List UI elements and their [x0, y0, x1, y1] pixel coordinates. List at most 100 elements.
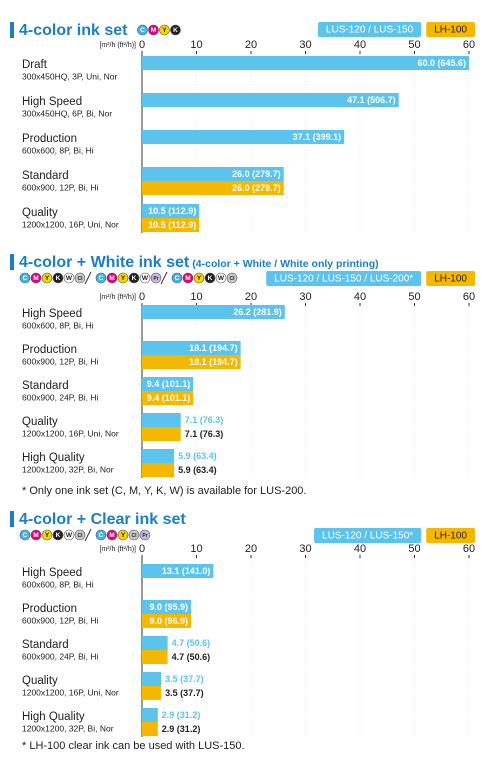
x-tick-label: 50 — [408, 39, 420, 51]
category-mode: 300x450HQ, 6P, Bi, Nor — [22, 108, 112, 118]
ink-icon — [74, 272, 86, 284]
bar — [142, 650, 168, 664]
ink-icon — [95, 272, 107, 284]
ink-icon — [41, 529, 53, 541]
value-label: 2.9 (31.2) — [162, 710, 201, 720]
legend-swatch — [317, 22, 422, 37]
legend-swatch — [426, 22, 475, 37]
ink-letter: C — [140, 27, 145, 34]
bar — [142, 167, 284, 181]
ink-icon — [95, 529, 107, 541]
ink-icon — [150, 272, 162, 284]
x-tick-label: 0 — [139, 543, 145, 555]
x-tick-label: 20 — [245, 39, 257, 51]
value-label: 5.9 (63.4) — [178, 451, 217, 461]
ink-icon — [63, 272, 75, 284]
ink-letter: C — [23, 275, 28, 282]
ink-icon — [128, 529, 140, 541]
ink-letter: Cl — [132, 533, 138, 539]
ink-separator — [84, 528, 92, 542]
value-label: 9.4 (101.1) — [147, 379, 191, 389]
bar — [142, 56, 469, 70]
category-mode: 1200x1200, 16P, Uni, Nor — [22, 687, 119, 697]
bar — [142, 355, 241, 369]
bar — [142, 722, 158, 736]
axis-label: [m²/h (ft²/h)] — [99, 294, 136, 301]
ink-icon — [139, 529, 151, 541]
value-label: 4.7 (50.6) — [172, 638, 211, 648]
ink-letter: Pr — [153, 276, 158, 282]
ink-letter: Y — [45, 275, 50, 282]
ink-letter: W — [66, 275, 73, 282]
title-marker — [10, 511, 14, 527]
ink-letter: W — [218, 275, 225, 282]
ink-letter: Cl — [78, 276, 84, 282]
category-mode: 600x600, 8P, Bi, Hi — [22, 145, 94, 155]
bar — [142, 218, 200, 232]
x-tick-label: 30 — [299, 39, 311, 51]
footnote: * LH-100 clear ink can be used with LUS-… — [22, 740, 245, 752]
ink-icon — [52, 529, 64, 541]
ink-icon — [63, 529, 75, 541]
value-label: 26.2 (281.9) — [233, 307, 282, 317]
value-label: 4.7 (50.6) — [172, 652, 211, 662]
ink-icon — [159, 24, 170, 36]
value-label: 3.5 (37.7) — [165, 688, 204, 698]
bar — [142, 341, 241, 355]
bar — [142, 413, 181, 427]
ink-letter: Pr — [142, 533, 147, 539]
ink-icon — [19, 529, 31, 541]
x-tick-label: 50 — [408, 291, 420, 303]
ink-icon — [139, 272, 151, 284]
ink-letter: K — [56, 275, 61, 282]
section-subtitle: (4-color + White / White only printing) — [192, 258, 378, 270]
bar — [142, 708, 158, 722]
ink-icon — [106, 529, 118, 541]
category-label: Quality — [22, 207, 58, 219]
ink-icon — [30, 272, 42, 284]
category-label: High Quality — [22, 711, 85, 723]
ink-letter: Y — [45, 532, 50, 539]
value-label: 3.5 (37.7) — [165, 674, 204, 684]
ink-letter: W — [142, 275, 149, 282]
category-label: Quality — [22, 416, 58, 428]
bar — [142, 427, 181, 441]
ink-icon — [148, 24, 159, 36]
category-label: Quality — [22, 675, 58, 687]
title-marker — [10, 22, 14, 38]
value-label: 37.1 (399.1) — [293, 132, 342, 142]
ink-icon — [204, 272, 216, 284]
ink-letter: M — [109, 532, 114, 539]
legend-label: LUS-120 / LUS-150* — [322, 531, 413, 542]
legend-swatch — [426, 271, 475, 286]
bar — [142, 377, 194, 391]
bar — [142, 130, 345, 144]
x-tick-label: 20 — [245, 291, 257, 303]
x-tick-label: 40 — [354, 291, 366, 303]
ink-letter: M — [33, 532, 38, 539]
value-label: 60.0 (645.6) — [417, 58, 466, 68]
ink-icon — [30, 529, 42, 541]
x-tick-label: 60 — [463, 291, 475, 303]
ink-icon — [171, 272, 183, 284]
ink-letter: K — [56, 532, 61, 539]
ink-icon — [215, 272, 227, 284]
ink-icon — [117, 529, 129, 541]
category-mode: 600x900, 24P, Bi, Hi — [22, 651, 99, 661]
ink-icon — [170, 24, 181, 36]
value-label: 13.1 (141.0) — [162, 566, 211, 576]
category-label: Standard — [22, 380, 69, 392]
value-label: 2.9 (31.2) — [162, 724, 201, 734]
category-mode: 1200x1200, 16P, Uni, Nor — [22, 428, 119, 438]
category-label: Draft — [22, 59, 48, 71]
category-mode: 600x600, 8P, Bi, Hi — [22, 320, 94, 330]
category-mode: 300x450HQ, 3P, Uni, Nor — [22, 71, 117, 81]
value-label: 7.1 (76.3) — [185, 415, 224, 425]
category-label: High Speed — [22, 308, 82, 320]
x-tick-label: 10 — [190, 291, 202, 303]
legend-label: LH-100 — [434, 25, 467, 36]
ink-letter: C — [99, 532, 104, 539]
legend-swatch — [314, 528, 422, 543]
section-title: 4-color ink set — [19, 22, 128, 39]
